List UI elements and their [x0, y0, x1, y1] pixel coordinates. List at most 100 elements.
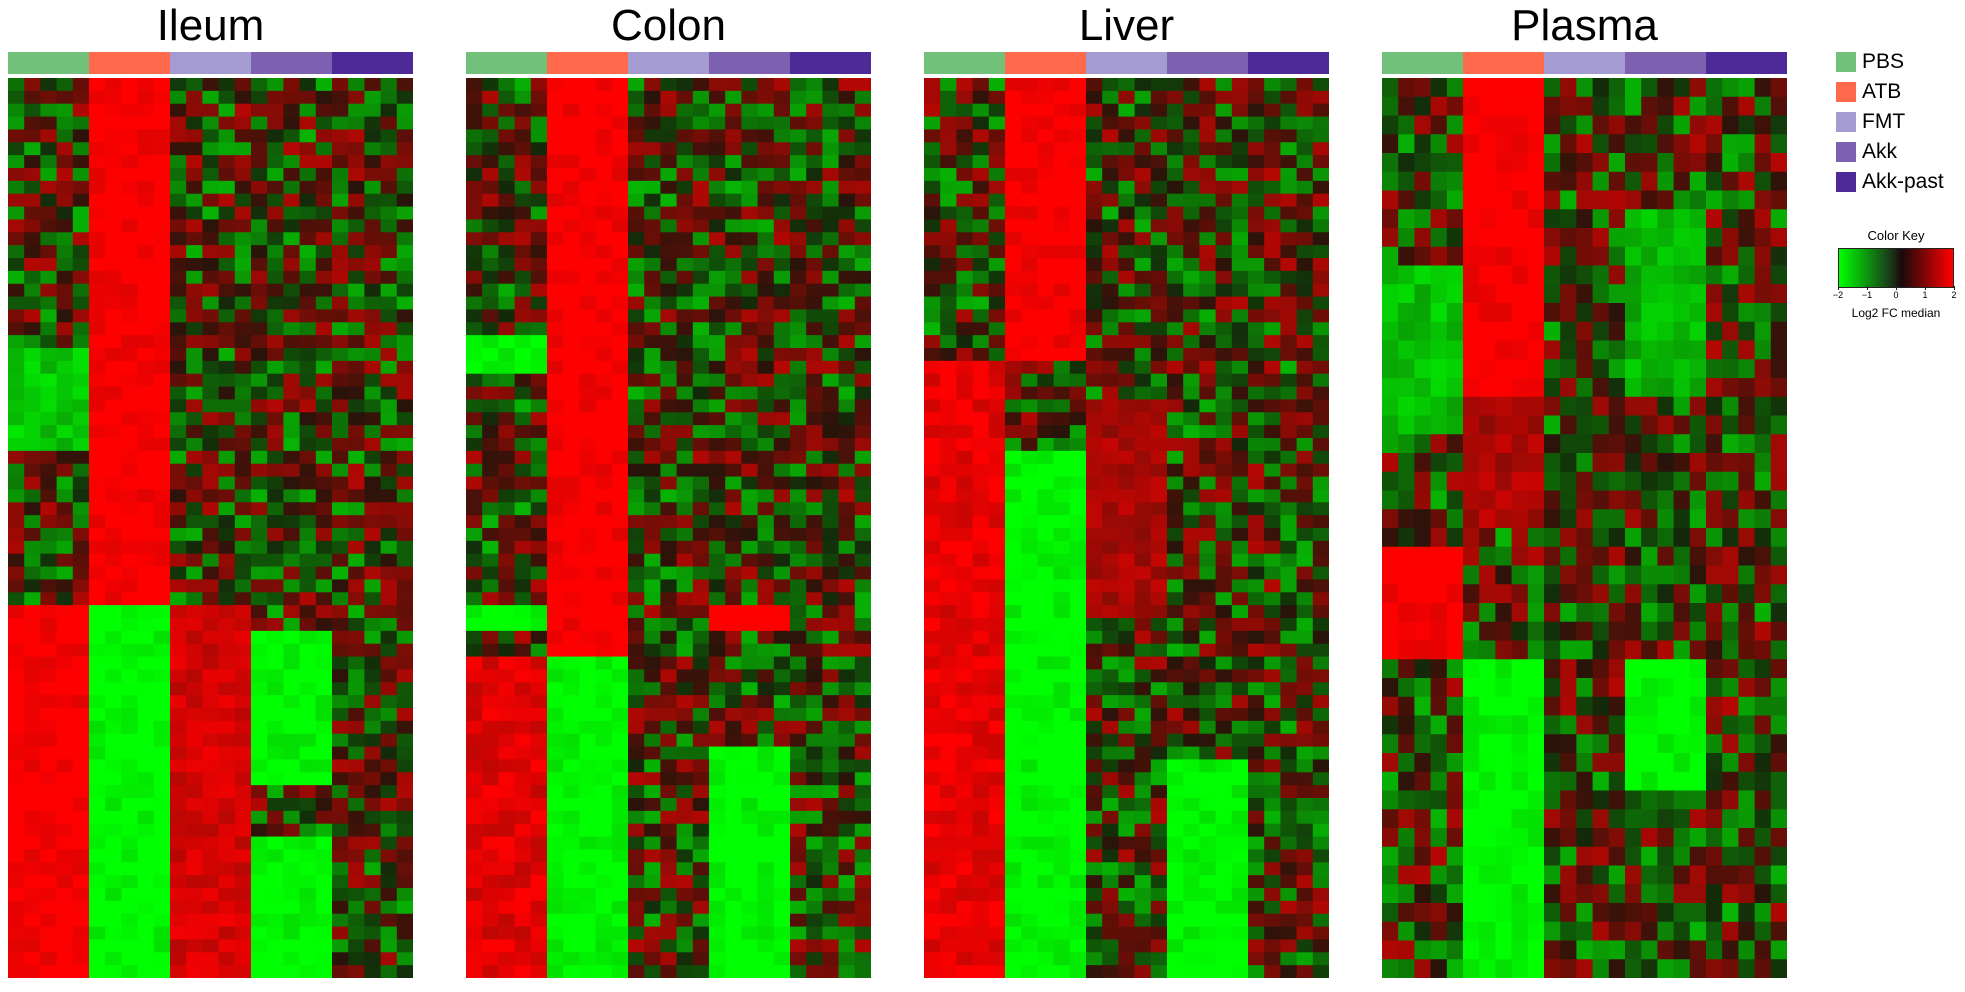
heatmap-cell	[1231, 348, 1249, 362]
heatmap-cell	[218, 579, 236, 593]
heatmap-cell	[466, 348, 483, 362]
heatmap-cell	[202, 232, 219, 246]
heatmap-cell	[676, 373, 694, 387]
heatmap-cell	[692, 309, 710, 323]
heatmap-cell	[251, 103, 268, 117]
heatmap-cell	[299, 348, 317, 362]
heatmap-cell	[709, 913, 726, 927]
heatmap-cell	[1231, 283, 1249, 297]
heatmap-cell	[1167, 450, 1184, 465]
heatmap-cell	[89, 489, 106, 503]
heatmap-cell	[1021, 695, 1038, 709]
heatmap-cell	[956, 630, 973, 645]
heatmap-cell	[1069, 656, 1087, 670]
heatmap-cell	[1167, 579, 1184, 593]
heatmap-cell	[644, 746, 661, 760]
heatmap-cell	[940, 168, 957, 182]
heatmap-cell	[854, 592, 871, 606]
heatmap-cell	[611, 708, 629, 722]
heatmap-cell	[332, 168, 349, 182]
heatmap-cell	[234, 965, 252, 978]
heatmap-cell	[514, 258, 532, 272]
heatmap-cell	[628, 103, 645, 117]
heatmap-cell	[299, 322, 317, 336]
heatmap-cell	[806, 965, 823, 978]
heatmap-cell	[396, 399, 413, 413]
heatmap-cell	[1215, 335, 1233, 349]
heatmap-cell	[530, 219, 548, 233]
heatmap-cell	[1005, 579, 1022, 593]
heatmap-cell	[137, 206, 155, 220]
heatmap-cell	[790, 669, 807, 683]
heatmap-cell	[854, 785, 871, 799]
heatmap-cell	[595, 772, 613, 786]
heatmap-cell	[1296, 515, 1314, 529]
heatmap-cell	[202, 168, 219, 182]
heatmap-cell	[170, 245, 187, 259]
heatmap-cell	[218, 142, 236, 156]
heatmap-cell	[234, 129, 252, 143]
heatmap-cell	[1248, 180, 1265, 195]
heatmap-cell	[170, 772, 187, 786]
heatmap-cell	[1248, 772, 1265, 786]
heatmap-cell	[8, 939, 25, 953]
heatmap-cell	[956, 219, 973, 233]
heatmap-cell	[121, 309, 138, 323]
heatmap-cell	[234, 900, 252, 915]
heatmap-cell	[170, 900, 187, 915]
heatmap-cell	[741, 322, 758, 336]
heatmap-cell	[364, 168, 381, 182]
heatmap-cell	[396, 746, 413, 760]
heatmap-cell	[854, 283, 871, 297]
heatmap-cell	[40, 849, 57, 863]
heatmap-cell	[137, 772, 155, 786]
heatmap-cell	[170, 103, 187, 117]
heatmap-cell	[380, 772, 398, 786]
heatmap-cell	[332, 618, 349, 632]
heatmap-cell	[1037, 759, 1054, 773]
heatmap-cell	[725, 823, 742, 837]
heatmap-cell	[380, 296, 398, 310]
heatmap-cell	[940, 669, 957, 683]
heatmap-cell	[595, 283, 613, 297]
heatmap-cell	[988, 708, 1006, 722]
heatmap-cell	[692, 245, 710, 259]
heatmap-cell	[153, 309, 171, 323]
heatmap-cell	[315, 270, 333, 285]
heatmap-cell	[628, 939, 645, 953]
heatmap-cell	[547, 168, 564, 182]
heatmap-cell	[121, 656, 138, 670]
heatmap-cell	[1199, 450, 1216, 465]
heatmap-cell	[1280, 386, 1297, 400]
heatmap-cell	[940, 206, 957, 220]
heatmap-cell	[283, 116, 300, 130]
heatmap-cell	[530, 142, 548, 156]
heatmap-cell	[1215, 425, 1233, 439]
heatmap-cell	[725, 116, 742, 130]
heatmap-cell	[332, 348, 349, 362]
heatmap-cell	[380, 515, 398, 529]
heatmap-cell	[773, 232, 791, 246]
heatmap-cell	[1021, 463, 1038, 477]
heatmap-cell	[218, 270, 236, 285]
heatmap-cell	[24, 90, 41, 105]
heatmap-cell	[396, 605, 413, 619]
heatmap-cell	[579, 219, 596, 233]
heatmap-cell	[105, 322, 122, 336]
heatmap-cell	[89, 592, 106, 606]
heatmap-cell	[956, 168, 973, 182]
heatmap-cell	[89, 849, 106, 863]
heatmap-cell	[56, 476, 74, 490]
heatmap-cell	[1296, 489, 1314, 503]
heatmap-cell	[956, 193, 973, 207]
heatmap-cell	[24, 785, 41, 799]
heatmap-cell	[1037, 656, 1054, 670]
heatmap-cell	[1280, 592, 1297, 606]
heatmap-cell	[1312, 540, 1329, 555]
heatmap-cell	[234, 116, 252, 130]
heatmap-cell	[1280, 90, 1297, 105]
heatmap-cell	[105, 618, 122, 632]
heatmap-cell	[332, 103, 349, 117]
heatmap-cell	[940, 502, 957, 516]
heatmap-cell	[396, 913, 413, 927]
